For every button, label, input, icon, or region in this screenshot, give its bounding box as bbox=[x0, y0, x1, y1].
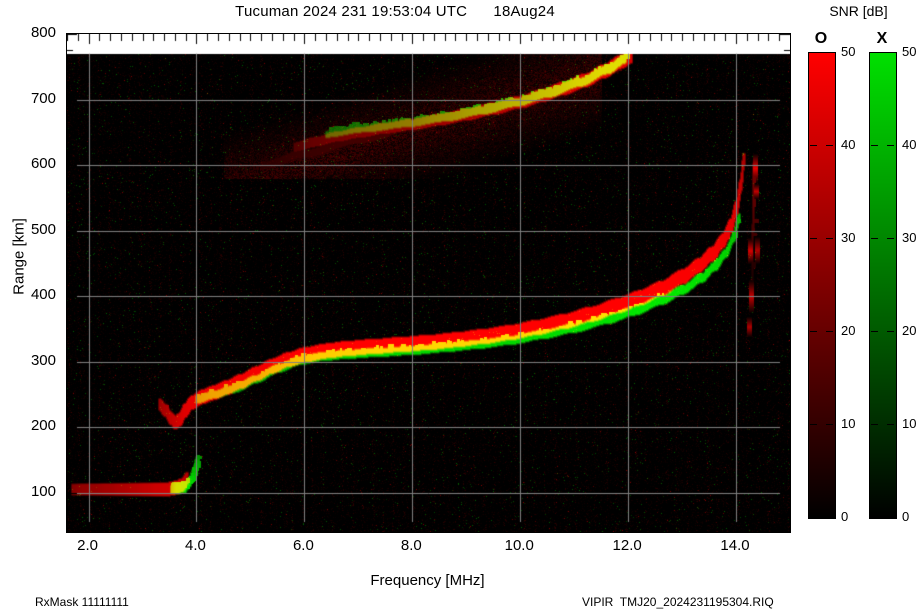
colorbar-dash bbox=[871, 331, 878, 332]
colorbar-dash bbox=[826, 238, 833, 239]
colorbar-tick-o-20: 20 bbox=[841, 323, 856, 338]
x-tick-10.0: 10.0 bbox=[504, 537, 534, 554]
colorbar-o bbox=[808, 52, 836, 519]
x-tick-12.0: 12.0 bbox=[612, 537, 642, 554]
colorbar-tick-o-30: 30 bbox=[841, 230, 856, 245]
colorbar-dash bbox=[871, 238, 878, 239]
colorbar-dash bbox=[887, 145, 894, 146]
colorbar-tick-o-0: 0 bbox=[841, 509, 849, 524]
colorbar-x-letter: X bbox=[876, 30, 888, 47]
y-tick-600: 600 bbox=[30, 155, 56, 173]
colorbar-dash bbox=[826, 145, 833, 146]
colorbar-tick-x-0: 0 bbox=[902, 509, 910, 524]
x-tick-2.0: 2.0 bbox=[77, 537, 98, 554]
colorbar-dash bbox=[871, 145, 878, 146]
x-tick-8.0: 8.0 bbox=[400, 537, 422, 554]
x-tick-14.0: 14.0 bbox=[720, 537, 750, 554]
colorbar-dash bbox=[887, 331, 894, 332]
y-tick-800: 800 bbox=[30, 24, 56, 41]
colorbar-tick-o-50: 50 bbox=[841, 44, 856, 59]
colorbar-dash bbox=[887, 238, 894, 239]
colorbar-dash bbox=[810, 238, 817, 239]
x-axis-label: Frequency [MHz] bbox=[370, 572, 485, 589]
colorbar-tick-x-50: 50 bbox=[902, 44, 917, 59]
colorbar-dash bbox=[871, 424, 878, 425]
colorbar-dash bbox=[810, 331, 817, 332]
ionogram-plot[interactable] bbox=[66, 33, 791, 533]
colorbar-tick-o-40: 40 bbox=[841, 137, 856, 152]
colorbar-tick-x-40: 40 bbox=[902, 137, 917, 152]
colorbar-tick-o-10: 10 bbox=[841, 416, 856, 431]
colorbar-dash bbox=[826, 331, 833, 332]
colorbar-tick-x-20: 20 bbox=[902, 323, 917, 338]
rxmask-label: RxMask 11111111 bbox=[35, 595, 129, 609]
y-tick-500: 500 bbox=[30, 220, 56, 238]
y-tick-200: 200 bbox=[30, 417, 56, 435]
colorbar-dash bbox=[826, 424, 833, 425]
colorbar-dash bbox=[810, 145, 817, 146]
x-tick-6.0: 6.0 bbox=[292, 537, 314, 554]
colorbar-dash bbox=[887, 424, 894, 425]
y-tick-300: 300 bbox=[30, 351, 56, 369]
source-file-label: VIPIR TMJ20_2024231195304.RIQ bbox=[582, 595, 774, 609]
colorbar-o-letter: O bbox=[814, 30, 828, 47]
y-tick-700: 700 bbox=[30, 89, 56, 107]
y-tick-400: 400 bbox=[30, 286, 56, 304]
page-title: Tucuman 2024 231 19:53:04 UTC 18Aug24 bbox=[235, 3, 555, 20]
colorbar-dash bbox=[810, 424, 817, 425]
ionogram-canvas[interactable] bbox=[67, 34, 790, 532]
colorbar-title: SNR [dB] bbox=[829, 3, 888, 19]
colorbar-x bbox=[869, 52, 897, 519]
colorbar-tick-x-10: 10 bbox=[902, 416, 917, 431]
y-tick-100: 100 bbox=[30, 482, 56, 500]
x-tick-4.0: 4.0 bbox=[185, 537, 206, 554]
colorbar-tick-x-30: 30 bbox=[902, 230, 917, 245]
